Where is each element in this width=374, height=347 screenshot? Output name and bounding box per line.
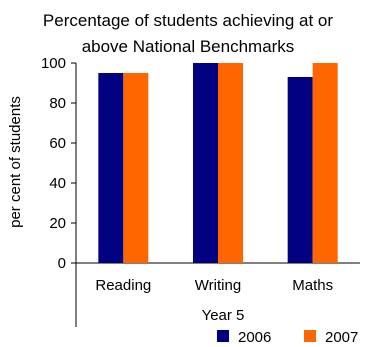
bars [98, 63, 338, 263]
chart-title: Percentage of students achieving at or a… [43, 11, 333, 56]
legend-label-2007: 2007 [325, 329, 358, 346]
y-tick-label: 20 [49, 215, 66, 232]
x-axis-label: Year 5 [202, 307, 245, 324]
bar-reading-2006 [98, 73, 124, 263]
y-tick-label: 80 [49, 95, 66, 112]
x-tick-label-reading: Reading [95, 277, 151, 294]
y-axis-label: per cent of students [7, 96, 24, 228]
y-tick-label: 100 [41, 55, 66, 72]
x-tick-label-writing: Writing [195, 277, 241, 294]
x-axis-tick-labels: Reading Writing Maths [95, 277, 333, 294]
bar-reading-2007 [123, 73, 149, 263]
chart-title-line-1: Percentage of students achieving at or [43, 11, 333, 30]
y-axis: 0 20 40 60 80 100 per cent of students [7, 55, 77, 327]
legend-swatch-2007 [304, 330, 316, 342]
x-axis: Reading Writing Maths Year 5 [76, 262, 360, 324]
y-axis-ticks: 0 20 40 60 80 100 [41, 55, 76, 272]
y-tick-label: 60 [49, 135, 66, 152]
legend-label-2006: 2006 [238, 329, 271, 346]
legend: 2006 2007 [217, 329, 358, 346]
chart-title-line-2: above National Benchmarks [82, 37, 295, 56]
bar-maths-2006 [287, 77, 313, 263]
bar-writing-2006 [193, 63, 218, 263]
y-tick-label: 40 [49, 175, 66, 192]
bar-maths-2007 [312, 63, 338, 263]
y-tick-label: 0 [58, 255, 66, 272]
x-tick-label-maths: Maths [292, 277, 333, 294]
bar-writing-2007 [218, 63, 243, 263]
legend-swatch-2006 [217, 330, 229, 342]
